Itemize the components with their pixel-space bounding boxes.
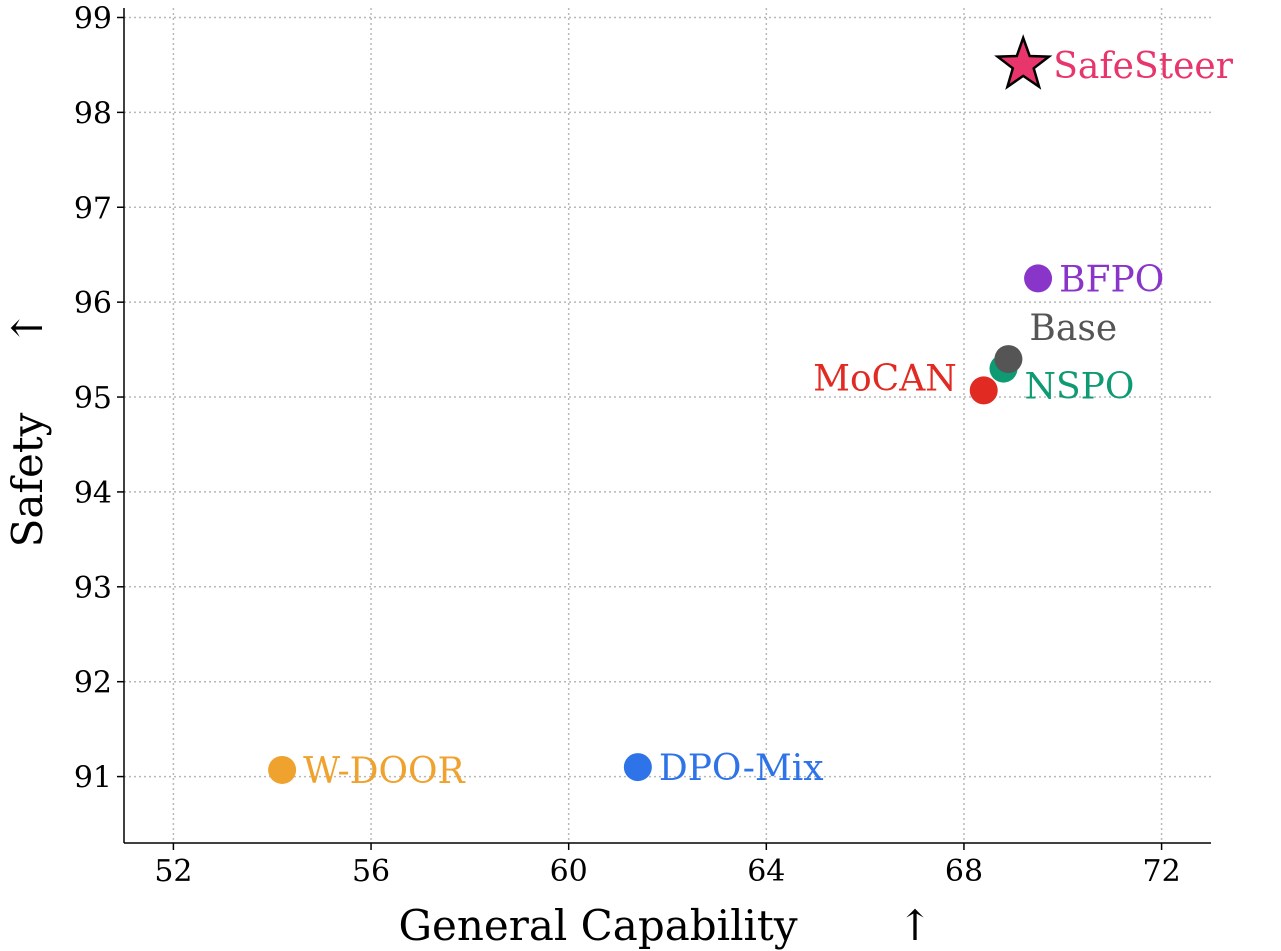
point-safesteer-star: [994, 34, 1053, 90]
y-tick-label: 95: [74, 381, 112, 416]
x-ticks: 52 56 60 64 68 72: [154, 843, 1181, 889]
point-label-base: Base: [1029, 308, 1117, 349]
y-axis-arrow: ↑: [3, 310, 52, 345]
point-bfpo: [1024, 264, 1053, 293]
point-label-nspo: NSPO: [1024, 367, 1134, 408]
point-mocan: [969, 376, 998, 405]
y-tick-label: 92: [74, 666, 112, 701]
point-label-w-door: W-DOOR: [303, 751, 465, 792]
x-axis-arrow: ↑: [897, 901, 932, 950]
y-axis-title: Safety: [3, 412, 52, 547]
point-dpo-mix: [623, 753, 652, 782]
point-label-bfpo: BFPO: [1059, 259, 1164, 300]
x-tick-label: 56: [352, 854, 390, 889]
point-labels: NSPO Base MoCAN BFPO DPO-Mix W-DOOR SafeSteer: [303, 46, 1234, 792]
point-label-mocan: MoCAN: [813, 358, 957, 399]
x-tick-label: 72: [1142, 854, 1180, 889]
x-tick-label: 60: [550, 854, 588, 889]
x-axis-title: General Capability: [398, 901, 797, 950]
axes: [123, 8, 1211, 844]
y-tick-label: 94: [74, 476, 112, 511]
point-label-dpo-mix: DPO-Mix: [659, 748, 824, 789]
x-tick-label: 68: [945, 854, 983, 889]
y-tick-label: 97: [74, 191, 112, 226]
y-ticks: 91 92 93 94 95 96 97 98 99: [74, 1, 124, 796]
y-tick-label: 98: [74, 96, 112, 131]
x-tick-label: 64: [747, 854, 785, 889]
point-base: [994, 345, 1023, 374]
y-tick-label: 93: [74, 571, 112, 606]
point-label-safesteer: SafeSteer: [1053, 46, 1233, 87]
grid: [124, 8, 1211, 843]
point-w-door: [268, 755, 297, 784]
y-tick-label: 99: [74, 1, 112, 36]
y-tick-label: 91: [74, 761, 112, 796]
x-tick-label: 52: [154, 854, 192, 889]
data-points: [268, 34, 1053, 784]
y-tick-label: 96: [74, 286, 112, 321]
